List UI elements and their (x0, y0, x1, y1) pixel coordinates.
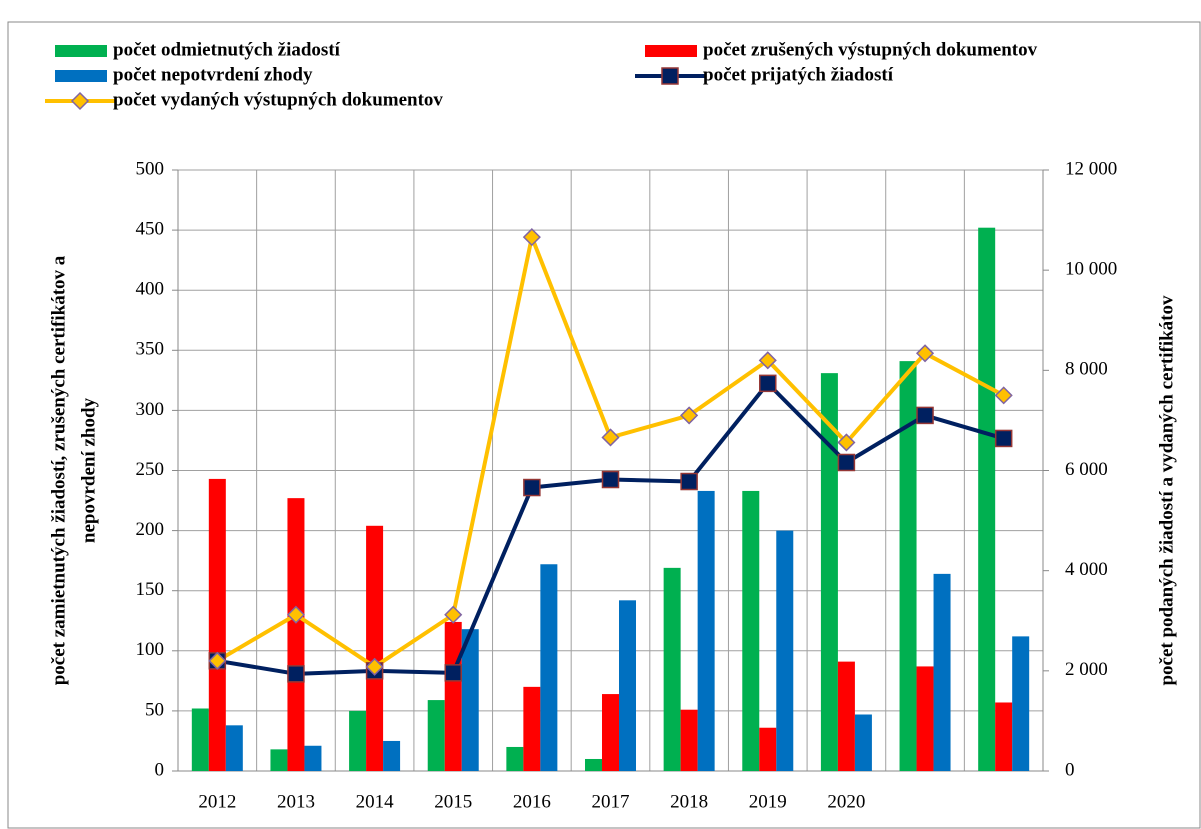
y-axis-label: nepovrdení zhody (78, 397, 99, 543)
legend-swatch (645, 45, 697, 57)
line-marker (208, 651, 227, 670)
bar (742, 490, 760, 771)
legend-label: počet vydaných výstupných dokumentov (113, 89, 443, 110)
bar (366, 525, 384, 771)
legend-label: počet odmietnutých žiadostí (113, 39, 341, 60)
legend-label: počet prijatých žiadostí (703, 64, 894, 85)
y2-tick-label: 2 000 (1065, 659, 1108, 680)
y-tick-label: 300 (136, 399, 165, 420)
line-marker (680, 472, 698, 491)
bar (349, 710, 367, 771)
line-marker (365, 657, 384, 676)
bar (916, 666, 934, 771)
line-marker (286, 605, 306, 624)
bar (837, 661, 855, 771)
y-tick-label: 500 (136, 158, 165, 179)
bar (304, 745, 322, 771)
bar (854, 714, 872, 771)
bar (776, 530, 794, 771)
bar (995, 702, 1013, 771)
line-marker (758, 351, 777, 370)
x-tick-label: 2013 (277, 791, 315, 812)
bar (899, 361, 917, 771)
legend-label: počet zrušených výstupných dokumentov (703, 39, 1038, 60)
y-tick-label: 0 (155, 759, 165, 780)
y2-tick-label: 8 000 (1065, 359, 1108, 380)
line-marker (444, 664, 462, 682)
y-tick-label: 450 (136, 218, 165, 239)
legend-marker (70, 91, 90, 111)
bar (270, 749, 288, 771)
y2-tick-label: 12 000 (1065, 158, 1117, 179)
bar (759, 727, 777, 771)
x-tick-label: 2014 (356, 791, 395, 812)
line-marker (915, 344, 935, 363)
x-tick-label: 2016 (513, 791, 551, 812)
bar (619, 600, 636, 771)
y2-tick-label: 4 000 (1065, 559, 1108, 580)
bar (427, 700, 445, 771)
y-tick-label: 200 (136, 519, 165, 540)
x-tick-label: 2012 (198, 791, 236, 812)
legend-swatch (55, 70, 107, 82)
line-marker (601, 470, 620, 489)
line-marker (287, 665, 305, 683)
line-marker (522, 228, 541, 247)
line-marker (837, 453, 856, 472)
line-marker (680, 406, 699, 425)
legend-marker (661, 67, 679, 85)
x-tick-label: 2018 (670, 791, 708, 812)
y2-axis-label: počet podaných žiadostí a vydaných certi… (1156, 295, 1177, 686)
bar (585, 758, 602, 771)
y-tick-label: 100 (136, 639, 165, 660)
line-marker (523, 478, 541, 497)
bar (444, 621, 462, 771)
y-tick-label: 350 (136, 339, 165, 360)
y2-tick-label: 0 (1065, 759, 1075, 780)
line-marker (837, 433, 856, 452)
line-marker (759, 374, 777, 393)
bar (663, 567, 681, 771)
bar (506, 746, 524, 771)
x-tick-label: 2019 (749, 791, 787, 812)
bar (933, 573, 951, 771)
y2-tick-label: 6 000 (1065, 459, 1108, 480)
bar (523, 686, 541, 771)
legend-label: počet nepotvrdení zhody (113, 64, 313, 85)
line-marker (601, 428, 620, 447)
bar (680, 709, 698, 771)
bar (697, 490, 715, 771)
x-tick-label: 2015 (434, 791, 472, 812)
bar (225, 725, 243, 771)
bar (208, 478, 226, 771)
bar (978, 227, 996, 772)
y-axis-label: počet zamietnutých žiadostí, zrušených c… (48, 255, 69, 685)
bar (602, 694, 619, 771)
y-tick-label: 150 (136, 579, 165, 600)
bar (461, 629, 479, 771)
y-tick-label: 400 (136, 279, 165, 300)
legend-swatch (55, 45, 107, 57)
bar (287, 498, 305, 771)
bar (191, 708, 209, 771)
line-marker (994, 429, 1013, 448)
bar (540, 564, 558, 771)
y2-tick-label: 10 000 (1065, 259, 1117, 280)
y-tick-label: 250 (136, 459, 165, 480)
line-marker (916, 406, 934, 425)
line-marker (444, 605, 463, 624)
bar (1012, 636, 1030, 771)
line-marker (994, 386, 1013, 405)
y-tick-label: 50 (145, 699, 164, 720)
bar (820, 373, 838, 771)
bar (383, 740, 401, 771)
x-tick-label: 2020 (827, 791, 865, 812)
x-tick-label: 2017 (592, 791, 630, 812)
